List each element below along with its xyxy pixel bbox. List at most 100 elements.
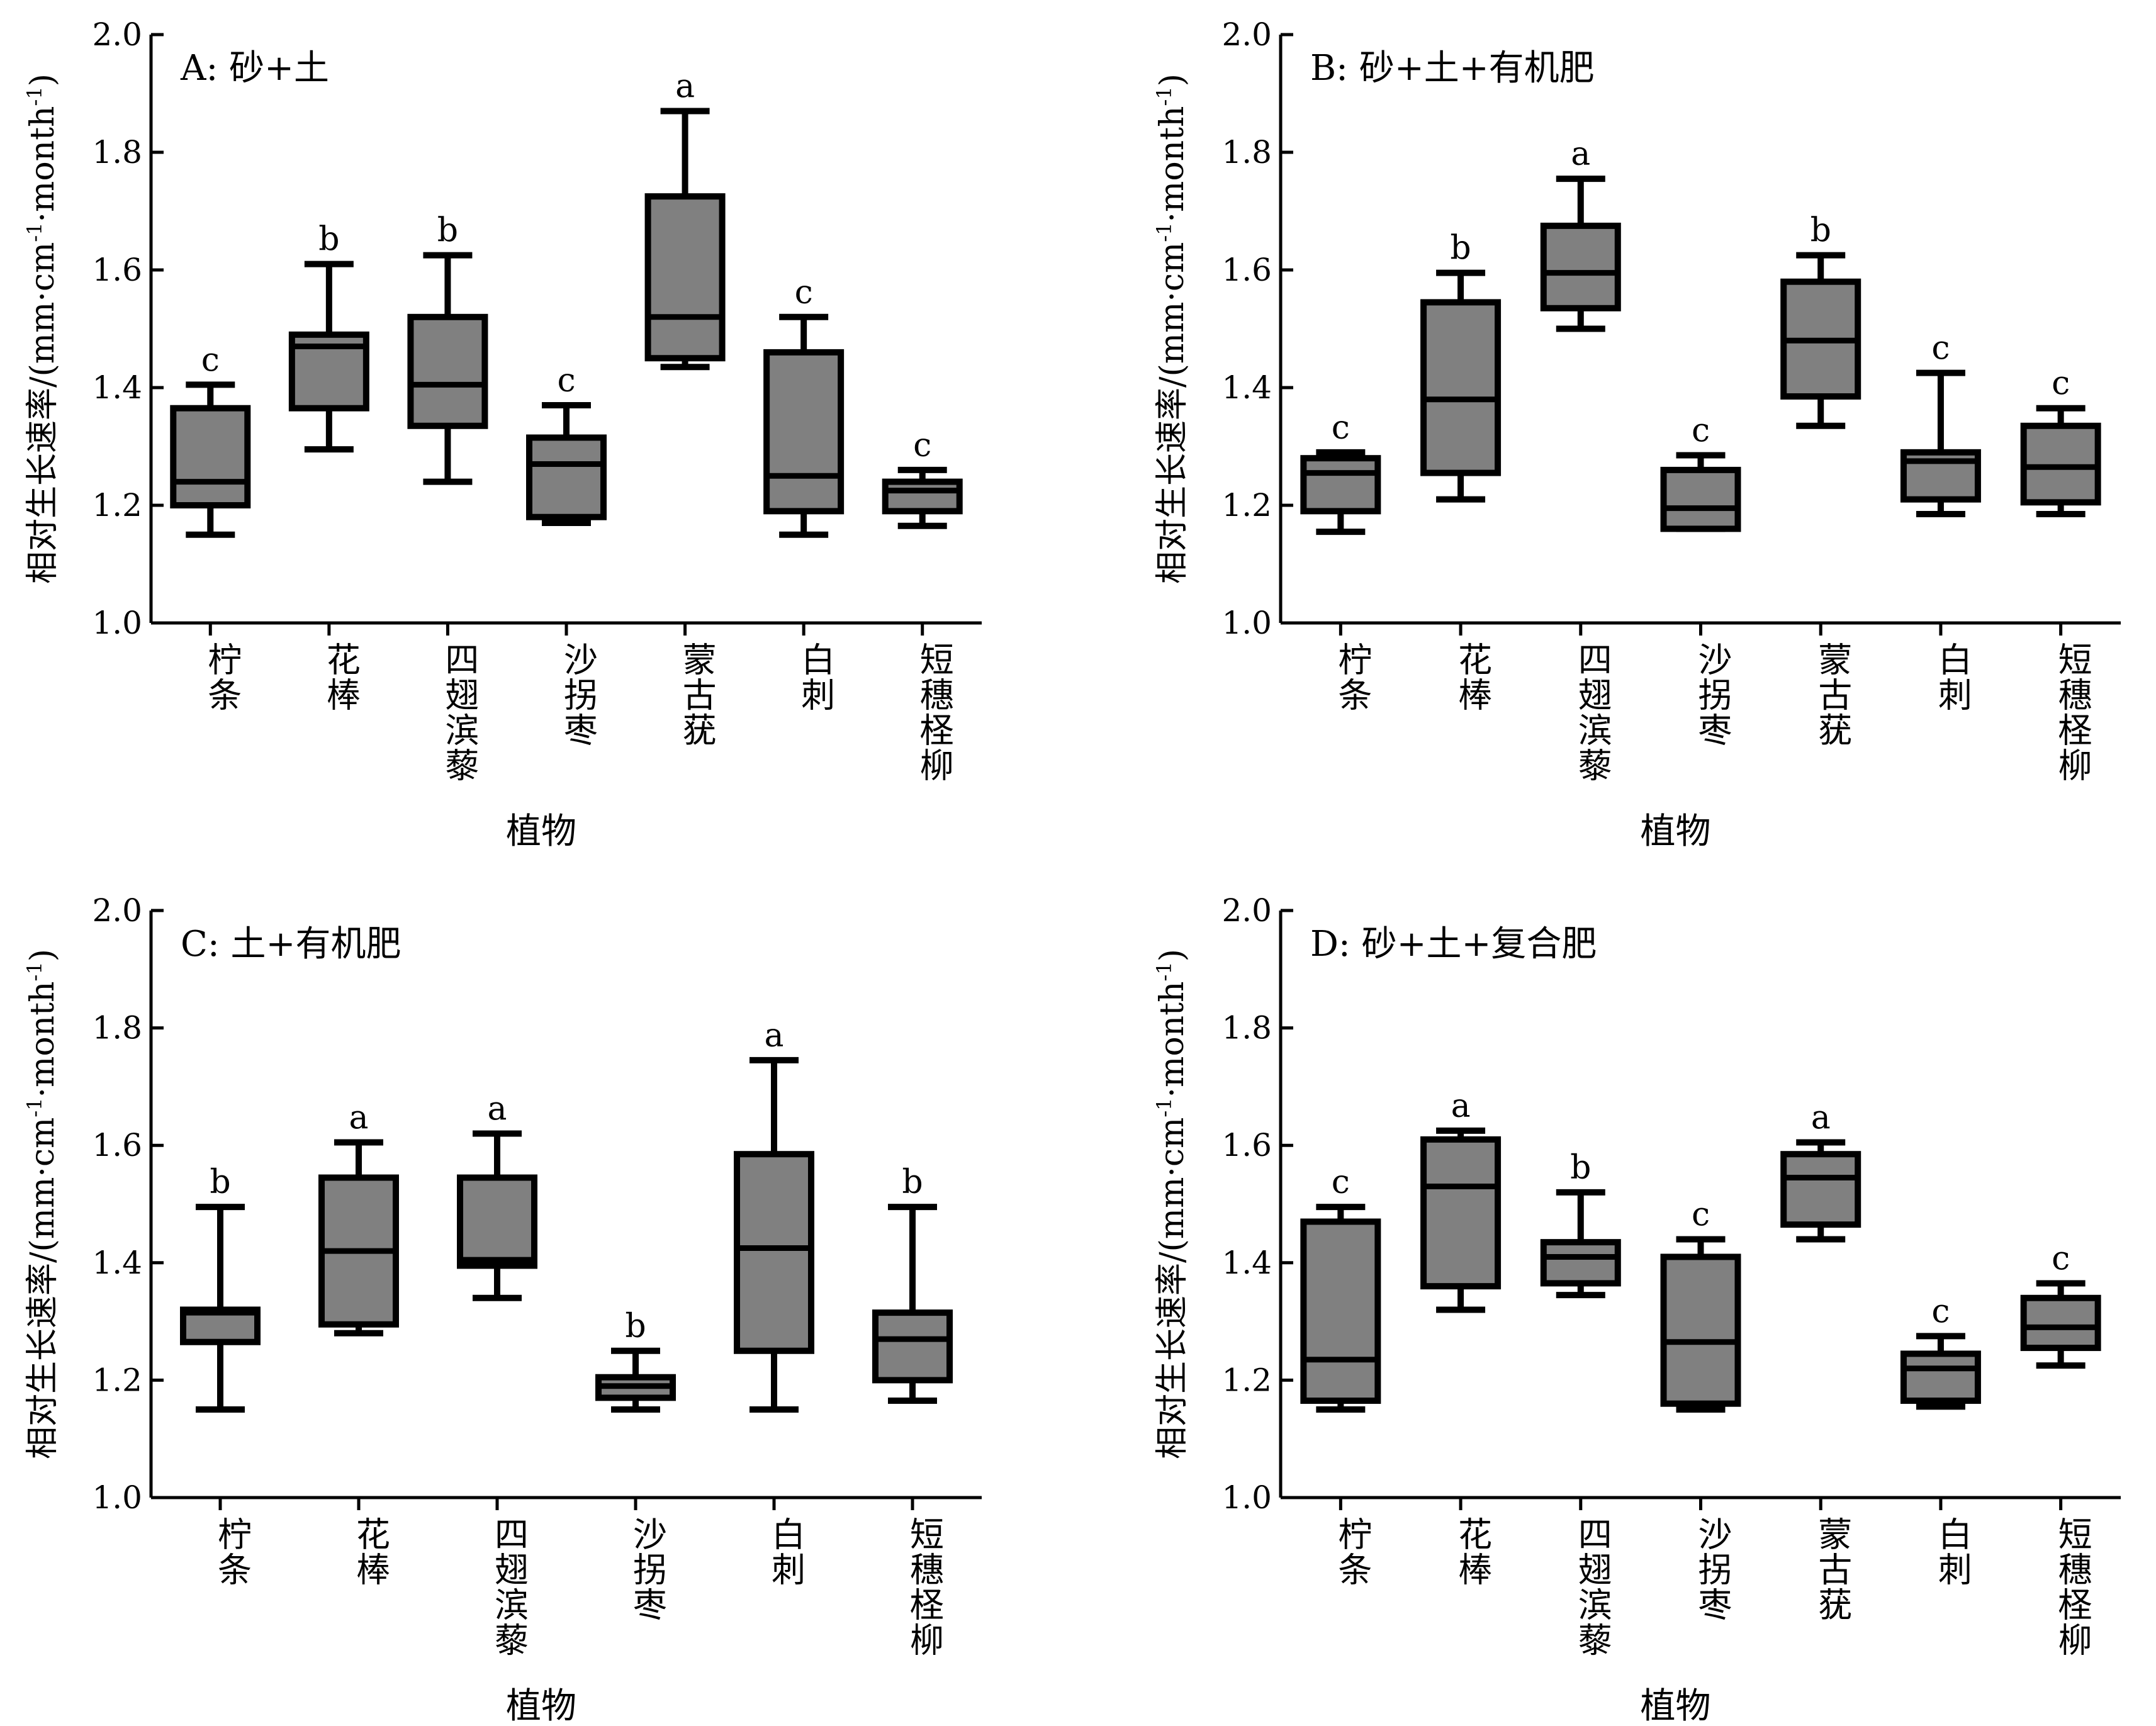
significance-letter: a (675, 68, 695, 106)
y-axis-title-part: -1 (1152, 1097, 1176, 1117)
significance-letter: b (1811, 212, 1831, 250)
significance-letter: b (625, 1308, 646, 1345)
y-axis-title-part: -1 (23, 1097, 47, 1117)
significance-letter: a (349, 1099, 368, 1137)
significance-letter: a (1451, 1087, 1471, 1125)
box-5: b (872, 1163, 953, 1404)
box-1: b (288, 221, 369, 453)
box-body (1660, 466, 1741, 532)
y-axis-title-part: -1 (23, 222, 47, 242)
box-0: b (180, 1163, 261, 1413)
x-tick-label: 白刺 (795, 642, 835, 712)
significance-letter: a (764, 1017, 783, 1055)
x-tick-label: 柠条 (1332, 642, 1372, 712)
x-tick-label: 蒙古莸 (1812, 1516, 1852, 1622)
box-body (1540, 1239, 1621, 1287)
x-tick-label: 短穗柽柳 (2052, 642, 2092, 783)
y-tick-label: 1.2 (92, 487, 142, 524)
box-1: a (318, 1099, 399, 1337)
y-tick-label: 1.0 (92, 605, 142, 641)
box-body (644, 193, 726, 362)
panel-a: 1.01.21.41.61.82.0相对生长速率/(mm·cm-1·month-… (23, 16, 982, 852)
box-body (1900, 1350, 1981, 1404)
box-body (457, 1174, 537, 1269)
significance-letter: c (1332, 1163, 1350, 1201)
y-tick-label: 1.4 (92, 369, 142, 406)
box-body (1540, 222, 1621, 311)
box-body (1780, 1151, 1861, 1228)
x-tick-label: 沙拐枣 (558, 642, 598, 748)
y-axis-title-part: ) (1154, 74, 1191, 86)
box-body (763, 349, 845, 515)
y-axis-title-part: -1 (1152, 222, 1176, 242)
x-tick-label: 花棒 (1452, 1516, 1492, 1587)
panel-label: C: 土+有机肥 (181, 924, 401, 965)
box-body (872, 1309, 953, 1384)
significance-letter: c (795, 274, 813, 311)
y-tick-label: 1.8 (92, 1010, 142, 1046)
y-tick-label: 1.8 (1221, 1010, 1272, 1046)
box-0: c (170, 341, 251, 538)
significance-letter: b (902, 1163, 923, 1201)
significance-letter: a (1811, 1099, 1831, 1137)
box-4: a (644, 68, 726, 371)
y-tick-label: 1.0 (1221, 605, 1272, 641)
y-axis-title-part: -1 (1152, 86, 1176, 106)
significance-letter: a (1571, 135, 1590, 173)
y-axis-title-part: 相对生长速率/(mm·cm (24, 1118, 62, 1459)
significance-letter: c (201, 341, 220, 379)
x-tick-label: 四翅滨藜 (439, 642, 479, 783)
box-0: c (1300, 1163, 1381, 1413)
box-body (1300, 1218, 1381, 1404)
x-tick-label: 花棒 (351, 1516, 390, 1587)
panel-label: A: 砂+土 (180, 48, 329, 89)
significance-letter: b (210, 1163, 230, 1201)
y-axis-title-part: -1 (1152, 961, 1176, 981)
x-tick-label: 柠条 (202, 642, 242, 712)
significance-letter: c (2052, 1240, 2070, 1277)
y-axis-title-part: -1 (23, 961, 47, 981)
significance-letter: b (1570, 1149, 1591, 1187)
x-axis-title: 植物 (1641, 811, 1711, 852)
box-3: c (1660, 412, 1741, 532)
y-axis-title-part: ·month (1154, 981, 1191, 1097)
box-4: a (734, 1017, 814, 1413)
x-tick-label: 四翅滨藜 (1572, 642, 1612, 783)
x-tick-label: 四翅滨藜 (1572, 1516, 1612, 1657)
y-tick-label: 2.0 (92, 16, 142, 53)
y-tick-label: 1.6 (92, 1127, 142, 1163)
significance-letter: c (2052, 365, 2070, 403)
x-tick-label: 花棒 (1452, 642, 1492, 712)
y-tick-label: 2.0 (92, 892, 142, 929)
box-body (1420, 299, 1502, 476)
y-axis-title-part: 相对生长速率/(mm·cm (1154, 1118, 1191, 1459)
box-6: c (2020, 1240, 2101, 1369)
y-tick-label: 1.8 (92, 134, 142, 171)
significance-letter: b (1450, 230, 1471, 267)
box-2: a (1540, 135, 1621, 332)
y-tick-label: 1.2 (1221, 1362, 1272, 1398)
y-tick-label: 2.0 (1221, 892, 1272, 929)
y-tick-label: 1.4 (1221, 369, 1272, 406)
box-5: c (763, 274, 845, 538)
box-3: b (595, 1308, 676, 1413)
box-0: c (1300, 409, 1381, 535)
panel-b: 1.01.21.41.61.82.0相对生长速率/(mm·cm-1·month-… (1152, 16, 2121, 852)
significance-letter: c (1332, 409, 1350, 447)
box-6: c (882, 427, 963, 529)
y-axis-title: 相对生长速率/(mm·cm-1·month-1) (1152, 74, 1191, 584)
box-body (1420, 1136, 1502, 1290)
y-tick-label: 1.4 (1221, 1245, 1272, 1281)
box-3: c (1660, 1196, 1741, 1413)
significance-letter: c (557, 362, 575, 400)
y-axis-title: 相对生长速率/(mm·cm-1·month-1) (23, 949, 62, 1459)
x-tick-label: 蒙古莸 (677, 642, 716, 748)
y-axis-title-part: ·month (24, 981, 62, 1097)
box-4: b (1780, 212, 1861, 429)
x-tick-label: 沙拐枣 (1692, 642, 1732, 748)
significance-letter: c (1692, 412, 1710, 450)
y-tick-label: 1.4 (92, 1245, 142, 1281)
panel-d: 1.01.21.41.61.82.0相对生长速率/(mm·cm-1·month-… (1152, 892, 2121, 1726)
box-6: c (2020, 365, 2101, 518)
